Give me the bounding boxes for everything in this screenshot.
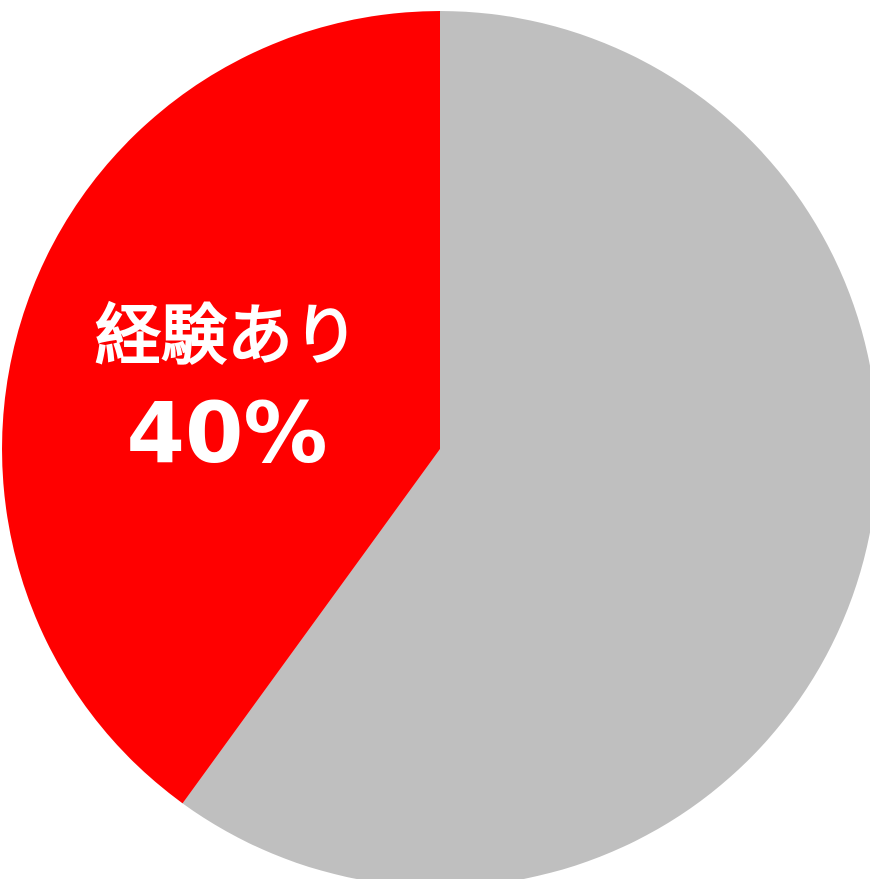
slice-label-1: 経験あり xyxy=(95,297,359,374)
pie-labels: 経験あり 40% xyxy=(95,297,359,482)
pie-slice-0 xyxy=(182,11,870,879)
pie-slice-1 xyxy=(2,11,440,804)
slice-value-1: 40% xyxy=(127,384,328,482)
pie-slices xyxy=(2,11,870,879)
